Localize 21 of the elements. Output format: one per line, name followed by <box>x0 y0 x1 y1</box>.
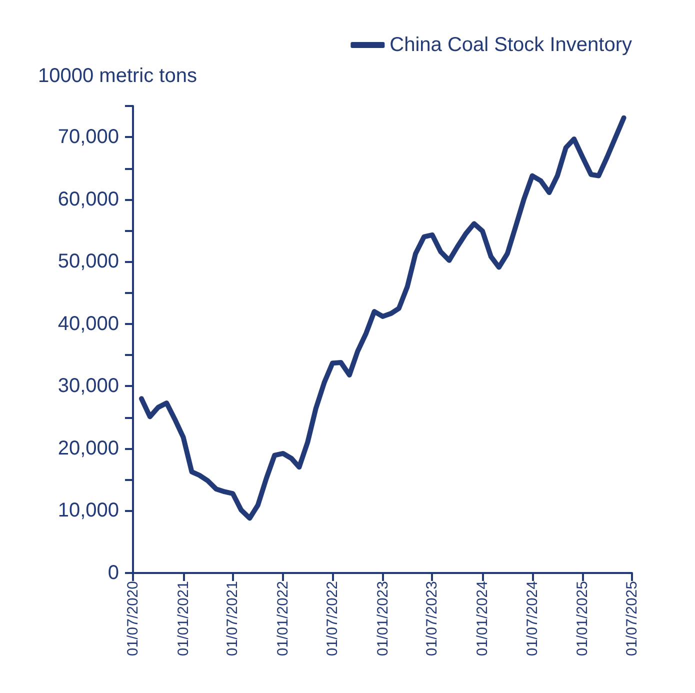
legend-label: China Coal Stock Inventory <box>390 34 632 56</box>
x-tick-label: 01/01/2022 <box>274 581 292 656</box>
y-tick-label: 10,000 <box>58 500 119 522</box>
x-tick-label: 01/01/2021 <box>174 581 192 656</box>
x-tick-label: 01/07/2021 <box>224 581 242 656</box>
x-tick-label: 01/07/2023 <box>424 581 441 656</box>
x-tick-label: 01/07/2020 <box>124 581 142 656</box>
y-tick-label: 40,000 <box>58 312 119 335</box>
y-tick-label: 60,000 <box>58 188 119 210</box>
y-axis-title: 10000 metric tons <box>38 65 197 87</box>
x-tick-label: 01/01/2023 <box>374 581 392 656</box>
x-tick-label: 01/07/2025 <box>624 581 640 656</box>
y-tick-label: 30,000 <box>58 375 119 398</box>
y-tick-label: 70,000 <box>58 126 119 148</box>
x-tick-label: 01/01/2025 <box>574 581 592 656</box>
y-tick-label: 20,000 <box>58 437 119 460</box>
x-tick-label: 01/07/2024 <box>524 581 541 656</box>
y-tick-label: 0 <box>108 562 119 584</box>
x-tick-label: 01/07/2022 <box>324 581 341 656</box>
y-tick-label: 50,000 <box>58 250 119 273</box>
x-tick-label: 01/01/2024 <box>474 581 492 656</box>
